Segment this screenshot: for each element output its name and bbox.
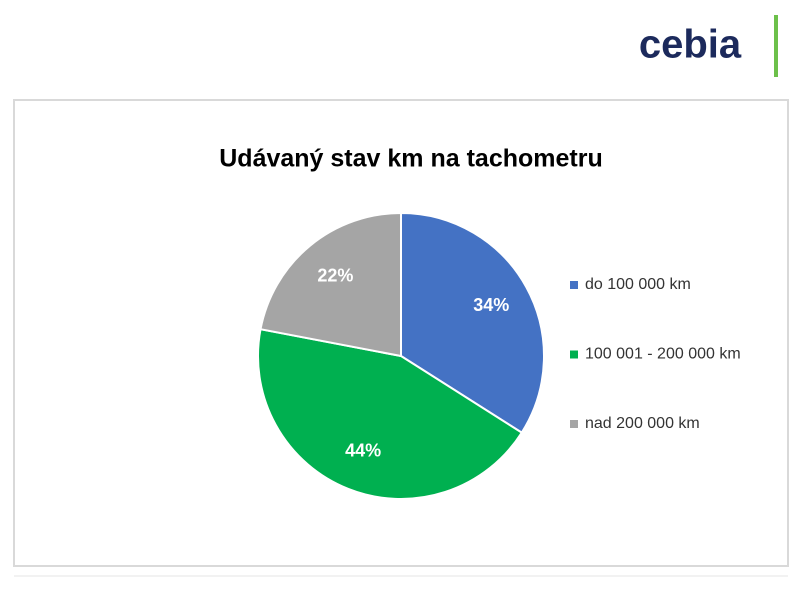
legend-marker <box>570 350 578 359</box>
legend-marker <box>570 420 578 428</box>
logo-bar <box>774 15 778 77</box>
data-label: 44% <box>345 440 381 460</box>
legend-label: do 100 000 km <box>585 276 691 293</box>
pie-slice <box>257 328 524 500</box>
data-label: 34% <box>473 295 509 315</box>
legend-label: 100 001 - 200 000 km <box>585 346 741 363</box>
legend-label: nad 200 000 km <box>585 415 700 432</box>
legend-marker <box>570 281 578 289</box>
chart: Udávaný stav km na tachometru 34% 44% 22% d… <box>219 145 741 500</box>
data-label: 22% <box>317 265 353 285</box>
logo: cebia <box>639 23 742 67</box>
pie-slice <box>259 211 402 358</box>
chart-title: Udávaný stav km na tachometru <box>219 145 602 173</box>
